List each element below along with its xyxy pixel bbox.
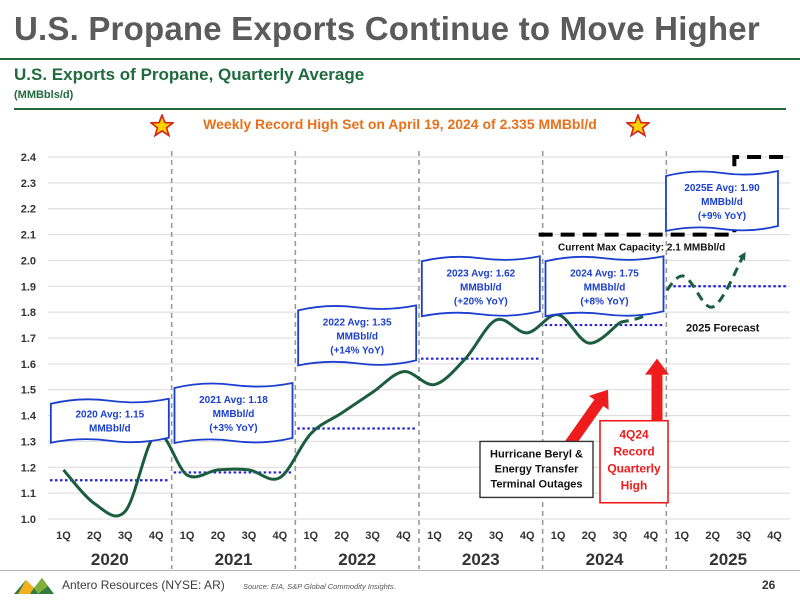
average-callout-text: MMBbl/d	[336, 331, 378, 342]
x-tick-label: 4Q	[396, 530, 411, 542]
record-annotation-box	[599, 419, 669, 504]
hurricane-annotation-box	[479, 440, 594, 499]
y-tick-label: 2.1	[21, 230, 36, 242]
footer-divider	[0, 570, 800, 571]
average-callout-text: MMBbl/d	[89, 424, 131, 435]
arrow-icon	[563, 389, 609, 450]
y-tick-label: 1.0	[21, 514, 36, 526]
x-tick-label: 2Q	[87, 530, 102, 542]
record-annotation-text: Quarterly	[607, 462, 661, 476]
capacity-label: Current Max Capacity: 2.1 MMBbl/d	[558, 243, 725, 254]
x-tick-label: 2Q	[705, 530, 720, 542]
average-callout-text: (+8% YoY)	[580, 296, 628, 307]
x-tick-label: 3Q	[365, 530, 380, 542]
year-label: 2025	[709, 550, 747, 569]
y-tick-label: 2.4	[21, 152, 37, 164]
average-callout-text: 2025E Avg: 1.90	[684, 183, 760, 194]
average-callout-text: (+14% YoY)	[330, 345, 384, 356]
antero-logo-icon	[14, 578, 54, 594]
x-tick-label: 4Q	[767, 530, 782, 542]
year-label: 2021	[215, 550, 253, 569]
arrow-icon	[645, 358, 669, 447]
average-callout-text: 2022 Avg: 1.35	[323, 317, 392, 328]
y-tick-label: 1.2	[21, 462, 36, 474]
y-tick-label: 1.3	[21, 436, 36, 448]
y-tick-label: 2.3	[21, 178, 36, 190]
x-tick-label: 3Q	[736, 530, 751, 542]
average-callout-text: 2023 Avg: 1.62	[446, 268, 515, 279]
hurricane-annotation-text: Hurricane Beryl &	[490, 448, 583, 460]
x-tick-label: 4Q	[520, 530, 535, 542]
year-label: 2023	[462, 550, 500, 569]
average-callout-text: (+9% YoY)	[698, 211, 746, 222]
x-tick-label: 3Q	[489, 530, 504, 542]
average-callout-text: MMBbl/d	[213, 409, 255, 420]
year-label: 2022	[338, 550, 376, 569]
y-tick-label: 1.9	[21, 281, 36, 293]
x-tick-label: 4Q	[644, 530, 659, 542]
year-label: 2020	[91, 550, 129, 569]
average-callout-box	[544, 255, 665, 318]
average-callout-text: MMBbl/d	[460, 282, 502, 293]
company-name: Antero Resources (NYSE: AR)	[62, 578, 225, 592]
x-tick-label: 4Q	[273, 530, 288, 542]
chart-subtitle: U.S. Exports of Propane, Quarterly Avera…	[14, 65, 365, 84]
y-tick-label: 1.1	[21, 488, 36, 500]
x-tick-label: 2Q	[582, 530, 597, 542]
average-callout-text: MMBbl/d	[584, 282, 626, 293]
average-callout-text: (+3% YoY)	[209, 423, 257, 434]
x-tick-label: 1Q	[180, 530, 195, 542]
subtitle-divider	[14, 108, 786, 110]
average-callout-text: 2020 Avg: 1.15	[75, 410, 144, 421]
average-callout-text: MMBbl/d	[701, 197, 743, 208]
average-callout-box	[420, 255, 541, 318]
capacity-line	[538, 155, 790, 237]
y-tick-label: 1.8	[21, 307, 36, 319]
source-note: Source: EIA, S&P Global Commodity Insigh…	[243, 582, 396, 591]
x-tick-label: 3Q	[118, 530, 133, 542]
y-tick-label: 2.2	[21, 204, 36, 216]
forecast-label: 2025 Forecast	[686, 323, 760, 335]
average-callout-box	[49, 397, 170, 444]
propane-exports-chart: 1.0 1.1 1.2 1.3 1.4 1.5 1.6 1.7 1.8 1.9 2.0 2.1 2.2 2…	[21, 151, 790, 569]
hurricane-annotation-text: Energy Transfer	[495, 463, 579, 475]
y-tick-label: 2.0	[21, 255, 36, 267]
x-tick-label: 2Q	[458, 530, 473, 542]
x-tick-label: 1Q	[56, 530, 71, 542]
x-tick-label: 2Q	[334, 530, 349, 542]
units-label: (MMBbls/d)	[14, 89, 74, 101]
record-banner: Weekly Record High Set on April 19, 2024…	[203, 116, 597, 132]
forecast-series-line	[619, 251, 746, 324]
page-number: 26	[762, 578, 776, 592]
x-tick-label: 1Q	[551, 530, 566, 542]
record-annotation-text: High	[621, 479, 648, 493]
y-tick-label: 1.5	[21, 385, 36, 397]
record-annotation-text: 4Q24	[619, 428, 649, 442]
average-callout-text: 2021 Avg: 1.18	[199, 395, 268, 406]
x-tick-label: 3Q	[242, 530, 257, 542]
star-icon	[626, 114, 650, 138]
average-callout-box	[665, 169, 779, 233]
average-callout-text: (+20% YoY)	[454, 296, 508, 307]
average-callout-text: 2024 Avg: 1.75	[570, 268, 639, 279]
x-tick-label: 1Q	[427, 530, 442, 542]
x-tick-label: 2Q	[211, 530, 226, 542]
average-callout-box	[297, 304, 418, 367]
x-tick-label: 4Q	[149, 530, 164, 542]
y-tick-label: 1.7	[21, 333, 36, 345]
hurricane-annotation-text: Terminal Outages	[490, 478, 582, 490]
star-icon	[150, 114, 174, 138]
x-tick-label: 3Q	[613, 530, 628, 542]
average-callout-box	[173, 381, 294, 445]
x-tick-label: 1Q	[303, 530, 318, 542]
page-title: U.S. Propane Exports Continue to Move Hi…	[14, 10, 760, 47]
record-annotation-text: Record	[613, 445, 654, 459]
year-label: 2024	[586, 550, 624, 569]
y-tick-label: 1.4	[21, 411, 37, 423]
y-tick-label: 1.6	[21, 359, 36, 371]
x-tick-label: 1Q	[674, 530, 689, 542]
title-divider	[0, 58, 800, 60]
